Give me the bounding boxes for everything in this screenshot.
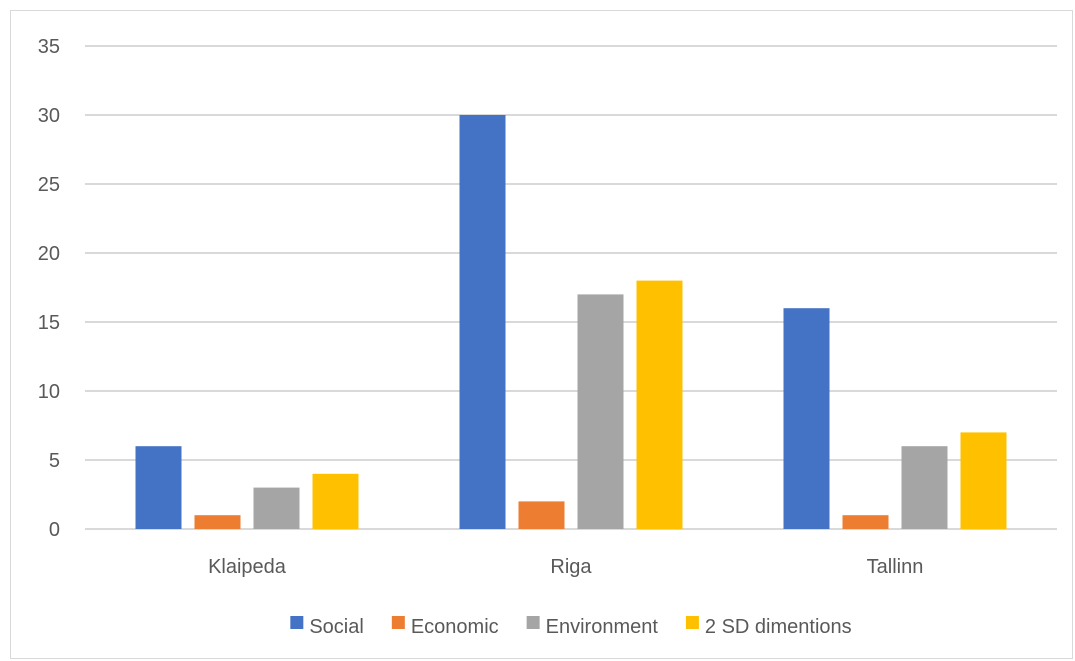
- bar-klaipeda-environment: [253, 487, 300, 529]
- legend-swatch: [685, 616, 699, 629]
- y-tick-label: 30: [38, 105, 60, 127]
- y-tick-label: 10: [38, 381, 60, 403]
- legend-label: 2 SD dimentions: [705, 616, 852, 638]
- legend-label: Social: [309, 616, 363, 638]
- legend-label: Economic: [411, 616, 499, 638]
- x-tick-label: Tallinn: [867, 556, 924, 578]
- legend-swatch: [391, 616, 405, 629]
- legend-label: Environment: [546, 616, 659, 638]
- bar-klaipeda-economic: [194, 515, 241, 529]
- bar-tallinn-environment: [901, 446, 948, 529]
- y-tick-label: 0: [49, 519, 60, 541]
- bar-klaipeda-social: [135, 446, 182, 529]
- legend-item: 2 SD dimentions: [685, 616, 852, 638]
- legend-item: Social: [290, 616, 364, 638]
- bar-tallinn-social: [783, 308, 830, 529]
- y-tick-label: 35: [38, 36, 60, 58]
- legend-item: Economic: [391, 616, 499, 638]
- chart-frame: [10, 10, 1073, 659]
- legend-swatch: [290, 616, 304, 629]
- bar-tallinn-economic: [842, 515, 889, 529]
- legend-swatch: [526, 616, 540, 629]
- x-axis-ticks: Klaipeda Riga Tallinn: [208, 556, 923, 578]
- bar-riga-social: [459, 115, 506, 529]
- x-tick-label: Riga: [550, 556, 592, 578]
- bar-tallinn-2-sd-dimentions: [960, 432, 1007, 529]
- legend: Social Economic Environment 2 SD dimentions: [290, 616, 852, 638]
- bar-riga-economic: [518, 501, 565, 529]
- bar-riga-2-sd-dimentions: [636, 280, 683, 529]
- y-tick-label: 5: [49, 450, 60, 472]
- legend-item: Environment: [526, 616, 659, 638]
- y-tick-label: 15: [38, 312, 60, 334]
- y-axis-ticks: 0 5 10 15 20 25 30 35: [38, 36, 60, 541]
- bar-klaipeda-2-sd-dimentions: [312, 473, 359, 529]
- y-tick-label: 25: [38, 174, 60, 196]
- gridlines: [85, 45, 1057, 530]
- bars: [135, 115, 1007, 529]
- y-tick-label: 20: [38, 243, 60, 265]
- x-tick-label: Klaipeda: [208, 556, 287, 578]
- bar-riga-environment: [577, 294, 624, 529]
